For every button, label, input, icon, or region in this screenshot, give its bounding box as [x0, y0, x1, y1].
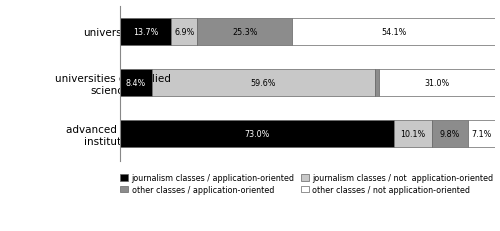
- Bar: [432, 121, 469, 147]
- Bar: [379, 70, 495, 96]
- Bar: [468, 121, 495, 147]
- Bar: [152, 70, 375, 96]
- Legend: journalism classes / application-oriented, other classes / application-oriented,: journalism classes / application-oriente…: [120, 173, 494, 194]
- Text: 31.0%: 31.0%: [424, 79, 450, 88]
- Text: 7.1%: 7.1%: [472, 129, 492, 138]
- Bar: [292, 19, 495, 46]
- Bar: [375, 70, 379, 96]
- Text: 10.1%: 10.1%: [400, 129, 425, 138]
- Text: 6.9%: 6.9%: [174, 28, 195, 37]
- Bar: [120, 121, 394, 147]
- Bar: [197, 19, 292, 46]
- Text: 59.6%: 59.6%: [250, 79, 276, 88]
- Text: 13.7%: 13.7%: [133, 28, 158, 37]
- Bar: [394, 121, 432, 147]
- Bar: [120, 70, 152, 96]
- Text: 73.0%: 73.0%: [244, 129, 270, 138]
- Text: 9.8%: 9.8%: [440, 129, 460, 138]
- Text: 8.4%: 8.4%: [126, 79, 146, 88]
- Bar: [172, 19, 197, 46]
- Text: 25.3%: 25.3%: [232, 28, 258, 37]
- Bar: [120, 19, 172, 46]
- Text: 54.1%: 54.1%: [381, 28, 406, 37]
